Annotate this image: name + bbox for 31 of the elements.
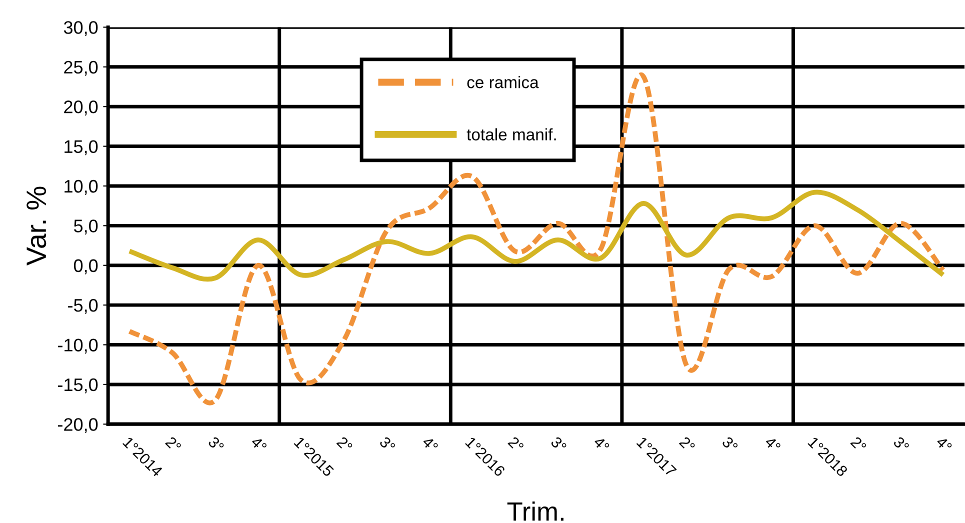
x-tick-label: 4° <box>250 436 268 453</box>
x-tick-label: 4° <box>422 436 439 453</box>
y-tick-label: -10,0 <box>58 338 98 354</box>
x-tick-label: 3° <box>208 436 225 453</box>
legend-label: ce ramica <box>467 76 539 88</box>
x-tick-label: 4° <box>592 436 610 453</box>
x-axis-title: Trim. <box>507 502 564 521</box>
x-tick-label: 2° <box>336 436 353 453</box>
y-tick-label: 20,0 <box>64 100 98 116</box>
legend-label: totale manif. <box>466 128 556 140</box>
y-axis-title: Var. % <box>26 186 46 266</box>
x-tick-label: 2° <box>678 436 696 453</box>
x-tick-label: 2° <box>850 436 867 453</box>
x-tick-label: 2° <box>165 436 182 453</box>
y-tick-label: 0,0 <box>74 259 98 274</box>
line-series <box>127 190 946 282</box>
x-tick-label: 2° <box>508 436 524 453</box>
x-tick-label: 4° <box>764 436 782 453</box>
y-tick-label: -15,0 <box>58 378 98 394</box>
y-tick-label: 30,0 <box>64 21 98 36</box>
x-tick-label: 3° <box>721 436 738 453</box>
y-tick-label: 5,0 <box>74 220 98 235</box>
y-tick-label: 15,0 <box>64 140 98 156</box>
x-tick-label: 3° <box>892 436 910 453</box>
y-tick-label: -5,0 <box>68 299 98 314</box>
y-tick-label: 10,0 <box>64 180 98 195</box>
x-tick-label: 4° <box>936 436 952 453</box>
y-tick-label: -20,0 <box>58 418 98 434</box>
y-tick-label: 25,0 <box>64 60 98 76</box>
x-tick-label: 3° <box>550 436 568 453</box>
x-tick-label: 3° <box>378 436 396 453</box>
